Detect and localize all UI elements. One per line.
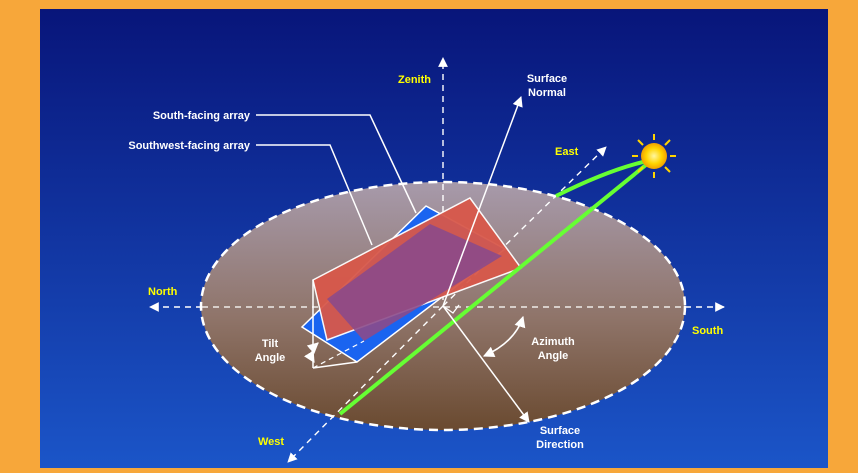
surface-direction-label-line1: Surface [540, 425, 580, 437]
array-overlap [327, 224, 502, 341]
zenith-label: Zenith [398, 74, 431, 86]
east-label: East [555, 146, 579, 158]
sun-icon [632, 134, 676, 178]
tilt-reference-line [312, 340, 365, 369]
north-label: North [148, 286, 178, 298]
tilt-angle-label-line1: Tilt [262, 338, 279, 350]
tilt-angle-arc [304, 342, 319, 363]
azimuth-angle-label-line1: Azimuth [531, 336, 575, 348]
southwest-facing-leader [256, 144, 373, 246]
array-support-base [312, 361, 358, 369]
surface-normal-arrow [442, 96, 523, 307]
azimuth-angle-label-line2: Angle [538, 350, 569, 362]
surface-normal-label-line1: Surface [527, 73, 567, 85]
southwest-facing-array-label: Southwest-facing array [128, 140, 251, 152]
west-label: West [258, 436, 284, 448]
south-facing-leader [256, 114, 417, 214]
south-label: South [692, 325, 723, 337]
right-angle-marker [442, 304, 460, 314]
west-axis [287, 305, 444, 463]
south-facing-array-label: South-facing array [153, 110, 251, 122]
sun-path-line [338, 158, 654, 416]
surface-direction-label-line2: Direction [536, 439, 584, 451]
azimuth-angle-arc [482, 315, 526, 357]
surface-normal-label-line2: Normal [528, 87, 566, 99]
surface-direction-arrow [442, 305, 530, 423]
tilt-angle-label-line2: Angle [255, 352, 286, 364]
